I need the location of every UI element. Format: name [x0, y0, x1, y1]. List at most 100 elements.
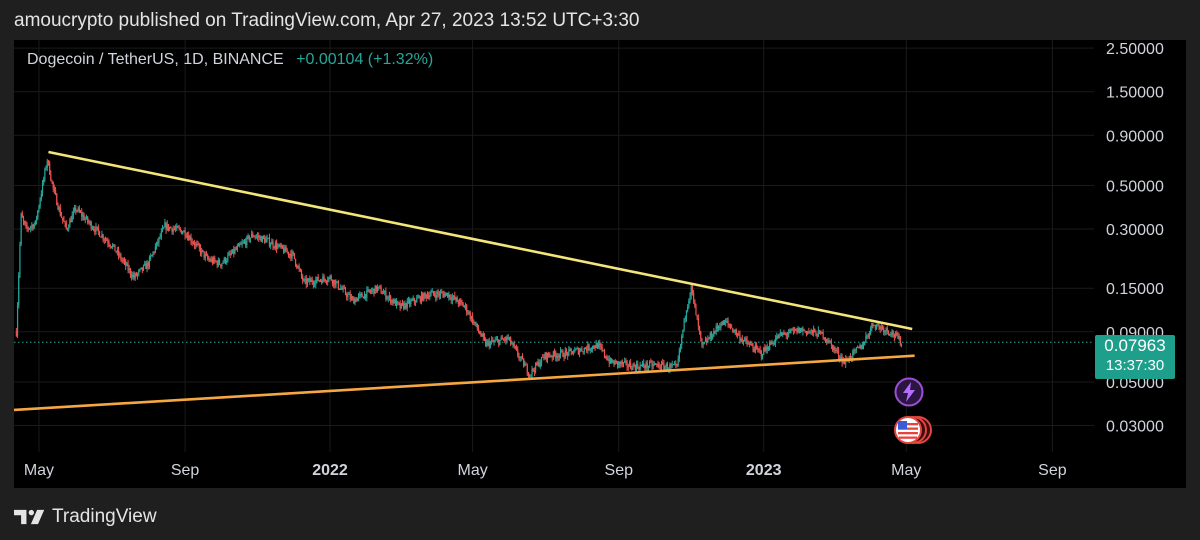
candle-body — [37, 210, 39, 219]
candle-body — [817, 330, 819, 337]
candle-body — [594, 347, 596, 349]
candle-body — [241, 242, 243, 245]
candle-body — [223, 257, 225, 263]
candle-body — [734, 329, 736, 332]
candle-body — [81, 212, 83, 217]
candle-body — [637, 363, 639, 368]
candle-body — [70, 219, 72, 223]
flash-event-icon[interactable] — [894, 377, 924, 407]
candle-body — [537, 361, 539, 365]
candle-body — [435, 295, 437, 298]
candle-body — [657, 363, 659, 365]
us-flag-event-icon[interactable] — [894, 415, 932, 445]
candle-body — [830, 342, 833, 345]
candle-body — [215, 260, 217, 262]
candle-body — [595, 343, 597, 349]
candle-body — [564, 350, 566, 358]
candle-body — [709, 333, 711, 339]
candle-body — [820, 330, 822, 334]
chart-area[interactable]: 2.50000 1.50000 0.90000 0.50000 0.30000 0.150… — [14, 40, 1186, 488]
candle-body — [264, 238, 266, 243]
candle-body — [678, 349, 680, 360]
candle-body — [188, 235, 190, 241]
candle-body — [97, 227, 99, 232]
candle-body — [612, 361, 614, 363]
candle-body — [344, 288, 347, 295]
candle-body — [94, 229, 96, 232]
candle-body — [748, 344, 751, 345]
candle-body — [669, 364, 671, 369]
candle-body — [418, 296, 420, 298]
y-axis-tick-label: 0.30000 — [1106, 222, 1164, 239]
candle-body — [401, 303, 404, 305]
candle-body — [873, 325, 875, 326]
candle-body — [109, 245, 111, 247]
candle-body — [64, 221, 66, 223]
candle-body — [361, 293, 363, 297]
candle-body — [607, 359, 609, 361]
candle-body — [173, 228, 175, 230]
x-axis-tick-label: 2022 — [312, 462, 348, 479]
candle-body — [573, 352, 575, 355]
candle-body — [759, 349, 761, 351]
candle-body — [406, 300, 408, 308]
candle-body — [169, 227, 171, 230]
candle-body — [121, 259, 123, 261]
candle-body — [750, 344, 752, 345]
candle-body — [521, 356, 524, 359]
candle-body — [500, 337, 502, 340]
candle-body — [191, 241, 193, 243]
candle-body — [319, 280, 322, 282]
candle-body — [627, 366, 629, 368]
candle-body — [482, 333, 484, 337]
candle-body — [405, 303, 407, 308]
candle-body — [624, 361, 626, 363]
candle-body — [294, 258, 297, 265]
candle-body — [439, 292, 442, 296]
candle-body — [41, 182, 44, 194]
candle-body — [641, 363, 644, 366]
candle-body — [488, 341, 490, 347]
candle-body — [164, 222, 166, 228]
candle-body — [16, 305, 19, 336]
candle-body — [220, 264, 222, 267]
candle-body — [507, 337, 509, 340]
candle-body — [721, 321, 723, 326]
candle-body — [355, 299, 357, 302]
symbol-legend: Dogecoin / TetherUS, 1D, BINANCE +0.0010… — [27, 51, 433, 69]
candle-body — [881, 326, 884, 328]
candle-body — [189, 236, 191, 241]
candle-body — [559, 350, 562, 355]
tradingview-logo[interactable]: TradingView — [14, 506, 157, 528]
candle-body — [790, 329, 792, 331]
candle-body — [253, 236, 255, 238]
candle-body — [387, 297, 389, 299]
candle-body — [356, 297, 358, 302]
candle-body — [139, 268, 141, 271]
candle-body — [773, 343, 775, 344]
candle-body — [371, 290, 373, 292]
candle-body — [413, 298, 415, 302]
candle-body — [581, 348, 583, 352]
candle-body — [268, 237, 271, 246]
candle-body — [704, 340, 707, 342]
candle-body — [599, 343, 601, 346]
candle-body — [751, 344, 753, 346]
candle-body — [103, 239, 105, 241]
candle-body — [426, 295, 429, 298]
candle-body — [620, 361, 622, 365]
y-axis-tick-label: 0.03000 — [1106, 419, 1164, 436]
candle-body — [182, 232, 184, 234]
candle-body — [647, 366, 650, 368]
candle-body — [499, 339, 501, 345]
candle-body — [688, 300, 690, 307]
candle-body — [43, 178, 45, 183]
tradingview-logo-icon — [14, 509, 45, 525]
candle-body — [487, 341, 489, 343]
candle-body — [614, 360, 616, 365]
price-chart[interactable]: 2.50000 1.50000 0.90000 0.50000 0.30000 0.150… — [14, 40, 1186, 488]
candle-body — [588, 344, 590, 350]
candle-body — [365, 294, 367, 298]
candle-body — [632, 364, 634, 370]
candle-body — [725, 320, 727, 323]
